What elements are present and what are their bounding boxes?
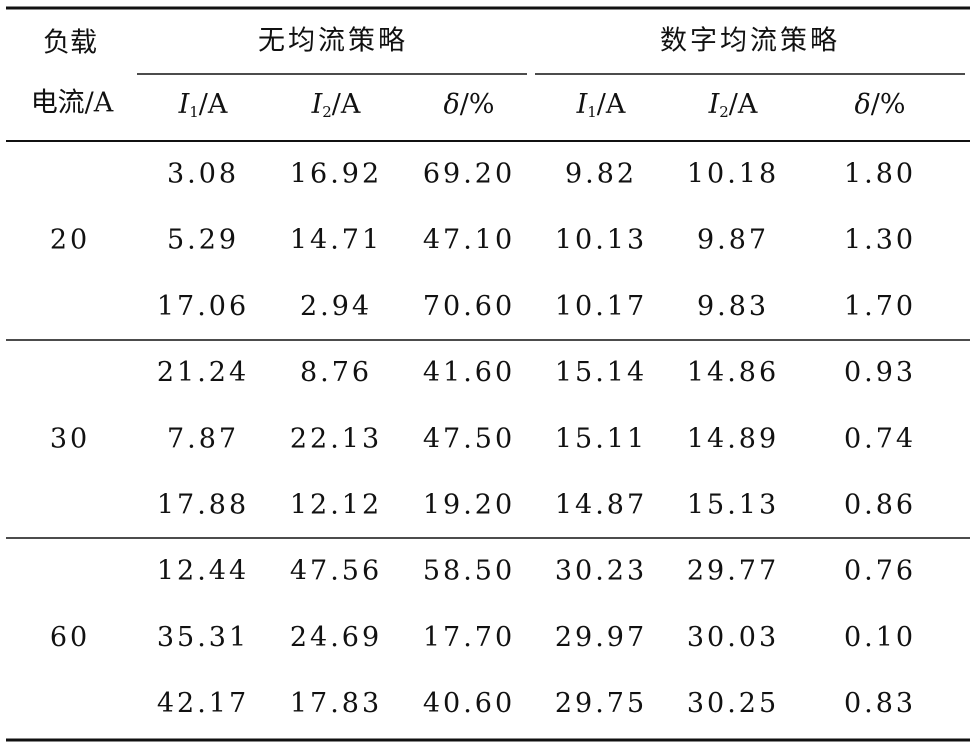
cell: 12.44: [157, 556, 249, 587]
cell: 1.30: [844, 225, 916, 256]
symbol: I: [576, 89, 589, 120]
cell: 17.06: [157, 291, 249, 322]
cell: 17.88: [157, 490, 249, 521]
cell: 15.11: [555, 423, 647, 454]
load-cell: 20: [50, 225, 90, 256]
column-header: I1/A: [178, 89, 228, 122]
cell: 29.75: [555, 688, 647, 719]
subscript: 2: [719, 103, 729, 121]
cell: 47.10: [423, 225, 515, 256]
cell: 24.69: [290, 622, 382, 653]
cell: 21.24: [157, 357, 249, 388]
unit: /A: [729, 89, 758, 120]
cell: 58.50: [423, 556, 515, 587]
cell: 47.50: [423, 423, 515, 454]
symbol: I: [178, 89, 191, 120]
load-header: 电流/A: [31, 88, 114, 119]
cell: 15.13: [687, 490, 779, 521]
cell: 22.13: [290, 423, 382, 454]
column-header: I1/A: [576, 89, 626, 122]
cell: 29.97: [555, 622, 647, 653]
symbol: I: [311, 89, 324, 120]
load-header: 负载: [43, 28, 97, 59]
cell: 69.20: [423, 159, 515, 190]
cell: 9.82: [565, 159, 637, 190]
cell: 0.76: [844, 556, 916, 587]
cell: 14.86: [687, 357, 779, 388]
cell: 1.80: [844, 159, 916, 190]
cell: 0.93: [844, 357, 916, 388]
cell: 40.60: [423, 688, 515, 719]
unit: /%: [460, 89, 495, 120]
cell: 17.83: [290, 688, 382, 719]
cell: 3.08: [167, 159, 239, 190]
cell: 29.77: [687, 556, 779, 587]
cell: 9.83: [697, 291, 769, 322]
subscript: 1: [587, 103, 597, 121]
load-cell: 30: [50, 423, 90, 454]
cell: 70.60: [423, 291, 515, 322]
cell: 0.86: [844, 490, 916, 521]
cell: 0.83: [844, 688, 916, 719]
cell: 47.56: [290, 556, 382, 587]
unit: /%: [871, 89, 906, 120]
column-header: δ/%: [443, 89, 494, 120]
unit: /A: [332, 89, 361, 120]
cell: 1.70: [844, 291, 916, 322]
cell: 0.74: [844, 423, 916, 454]
cell: 30.03: [687, 622, 779, 653]
column-header: I2/A: [311, 89, 361, 122]
cell: 17.70: [423, 622, 515, 653]
cell: 10.18: [687, 159, 779, 190]
cell: 30.23: [555, 556, 647, 587]
cell: 5.29: [167, 225, 239, 256]
cell: 10.13: [555, 225, 647, 256]
column-header: δ/%: [854, 89, 905, 120]
cell: 19.20: [423, 490, 515, 521]
cell: 15.14: [555, 357, 647, 388]
cell: 30.25: [687, 688, 779, 719]
subscript: 2: [322, 103, 332, 121]
group-header: 数字均流策略: [660, 26, 840, 57]
column-header: I2/A: [708, 89, 758, 122]
cell: 9.87: [697, 225, 769, 256]
group-header: 无均流策略: [258, 26, 408, 57]
subscript: 1: [189, 103, 199, 121]
cell: 16.92: [290, 159, 382, 190]
unit: /A: [597, 89, 626, 120]
cell: 10.17: [555, 291, 647, 322]
cell: 14.87: [555, 490, 647, 521]
cell: 14.89: [687, 423, 779, 454]
cell: 12.12: [290, 490, 382, 521]
symbol: I: [708, 89, 721, 120]
cell: 35.31: [157, 622, 249, 653]
symbol: δ: [854, 89, 870, 120]
cell: 42.17: [157, 688, 249, 719]
cell: 7.87: [167, 423, 239, 454]
symbol: δ: [443, 89, 459, 120]
cell: 14.71: [290, 225, 382, 256]
unit: /A: [199, 89, 228, 120]
load-cell: 60: [50, 622, 90, 653]
cell: 8.76: [300, 357, 372, 388]
cell: 0.10: [844, 622, 916, 653]
cell: 41.60: [423, 357, 515, 388]
cell: 2.94: [300, 291, 372, 322]
